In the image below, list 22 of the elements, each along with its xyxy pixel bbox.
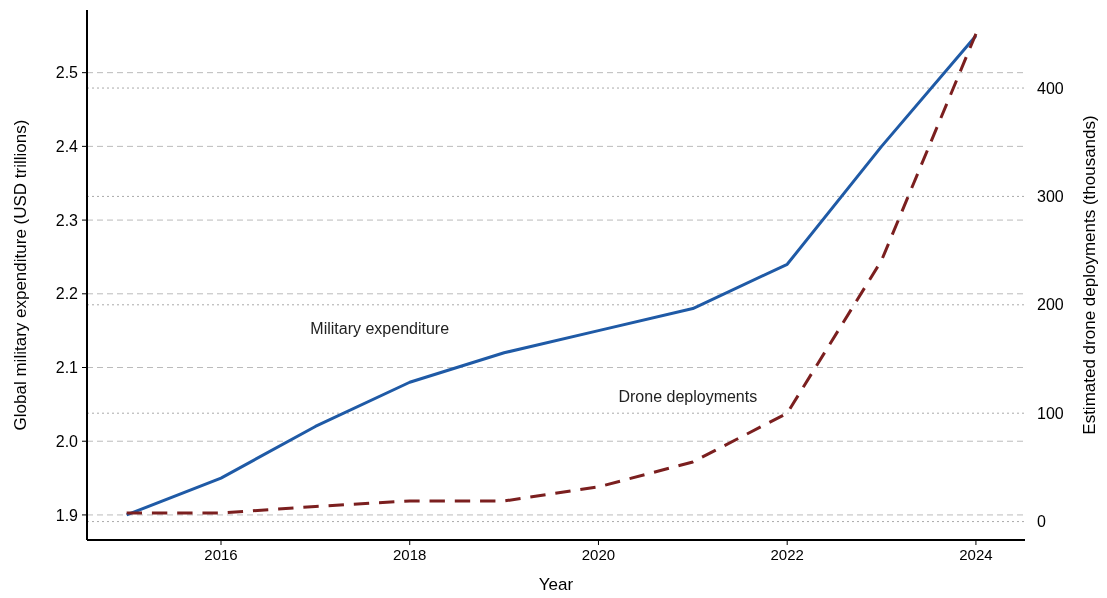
y2-tick-label: 100 xyxy=(1037,404,1064,422)
y-tick-label: 2.3 xyxy=(55,211,79,229)
y2-tick-label: 300 xyxy=(1037,188,1064,206)
x-axis-title: Year xyxy=(538,575,574,594)
y-tick-label: 2.2 xyxy=(55,285,79,303)
y-tick-label: 2.1 xyxy=(55,359,79,377)
y-tick-label: 1.9 xyxy=(55,506,79,524)
y-tick-label: 2.5 xyxy=(55,64,79,82)
y2-axis-title: Estimated drone deployments (thousands) xyxy=(1080,115,1099,435)
y2-tick-label: 200 xyxy=(1037,296,1064,314)
x-tick-label: 2022 xyxy=(770,546,804,563)
x-tick-label: 2020 xyxy=(581,546,616,563)
x-tick-label: 2024 xyxy=(959,546,993,563)
series-label: Drone deployments xyxy=(618,387,758,405)
x-tick-label: 2018 xyxy=(393,546,427,563)
y2-tick-label: 0 xyxy=(1037,513,1046,531)
y-tick-label: 2.4 xyxy=(55,137,79,155)
y2-tick-label: 400 xyxy=(1037,79,1064,97)
x-tick-label: 2016 xyxy=(204,546,238,563)
y-axis-title: Global military expenditure (USD trillions) xyxy=(11,119,30,431)
y-tick-label: 2.0 xyxy=(55,432,79,450)
series-label: Military expenditure xyxy=(310,320,450,338)
